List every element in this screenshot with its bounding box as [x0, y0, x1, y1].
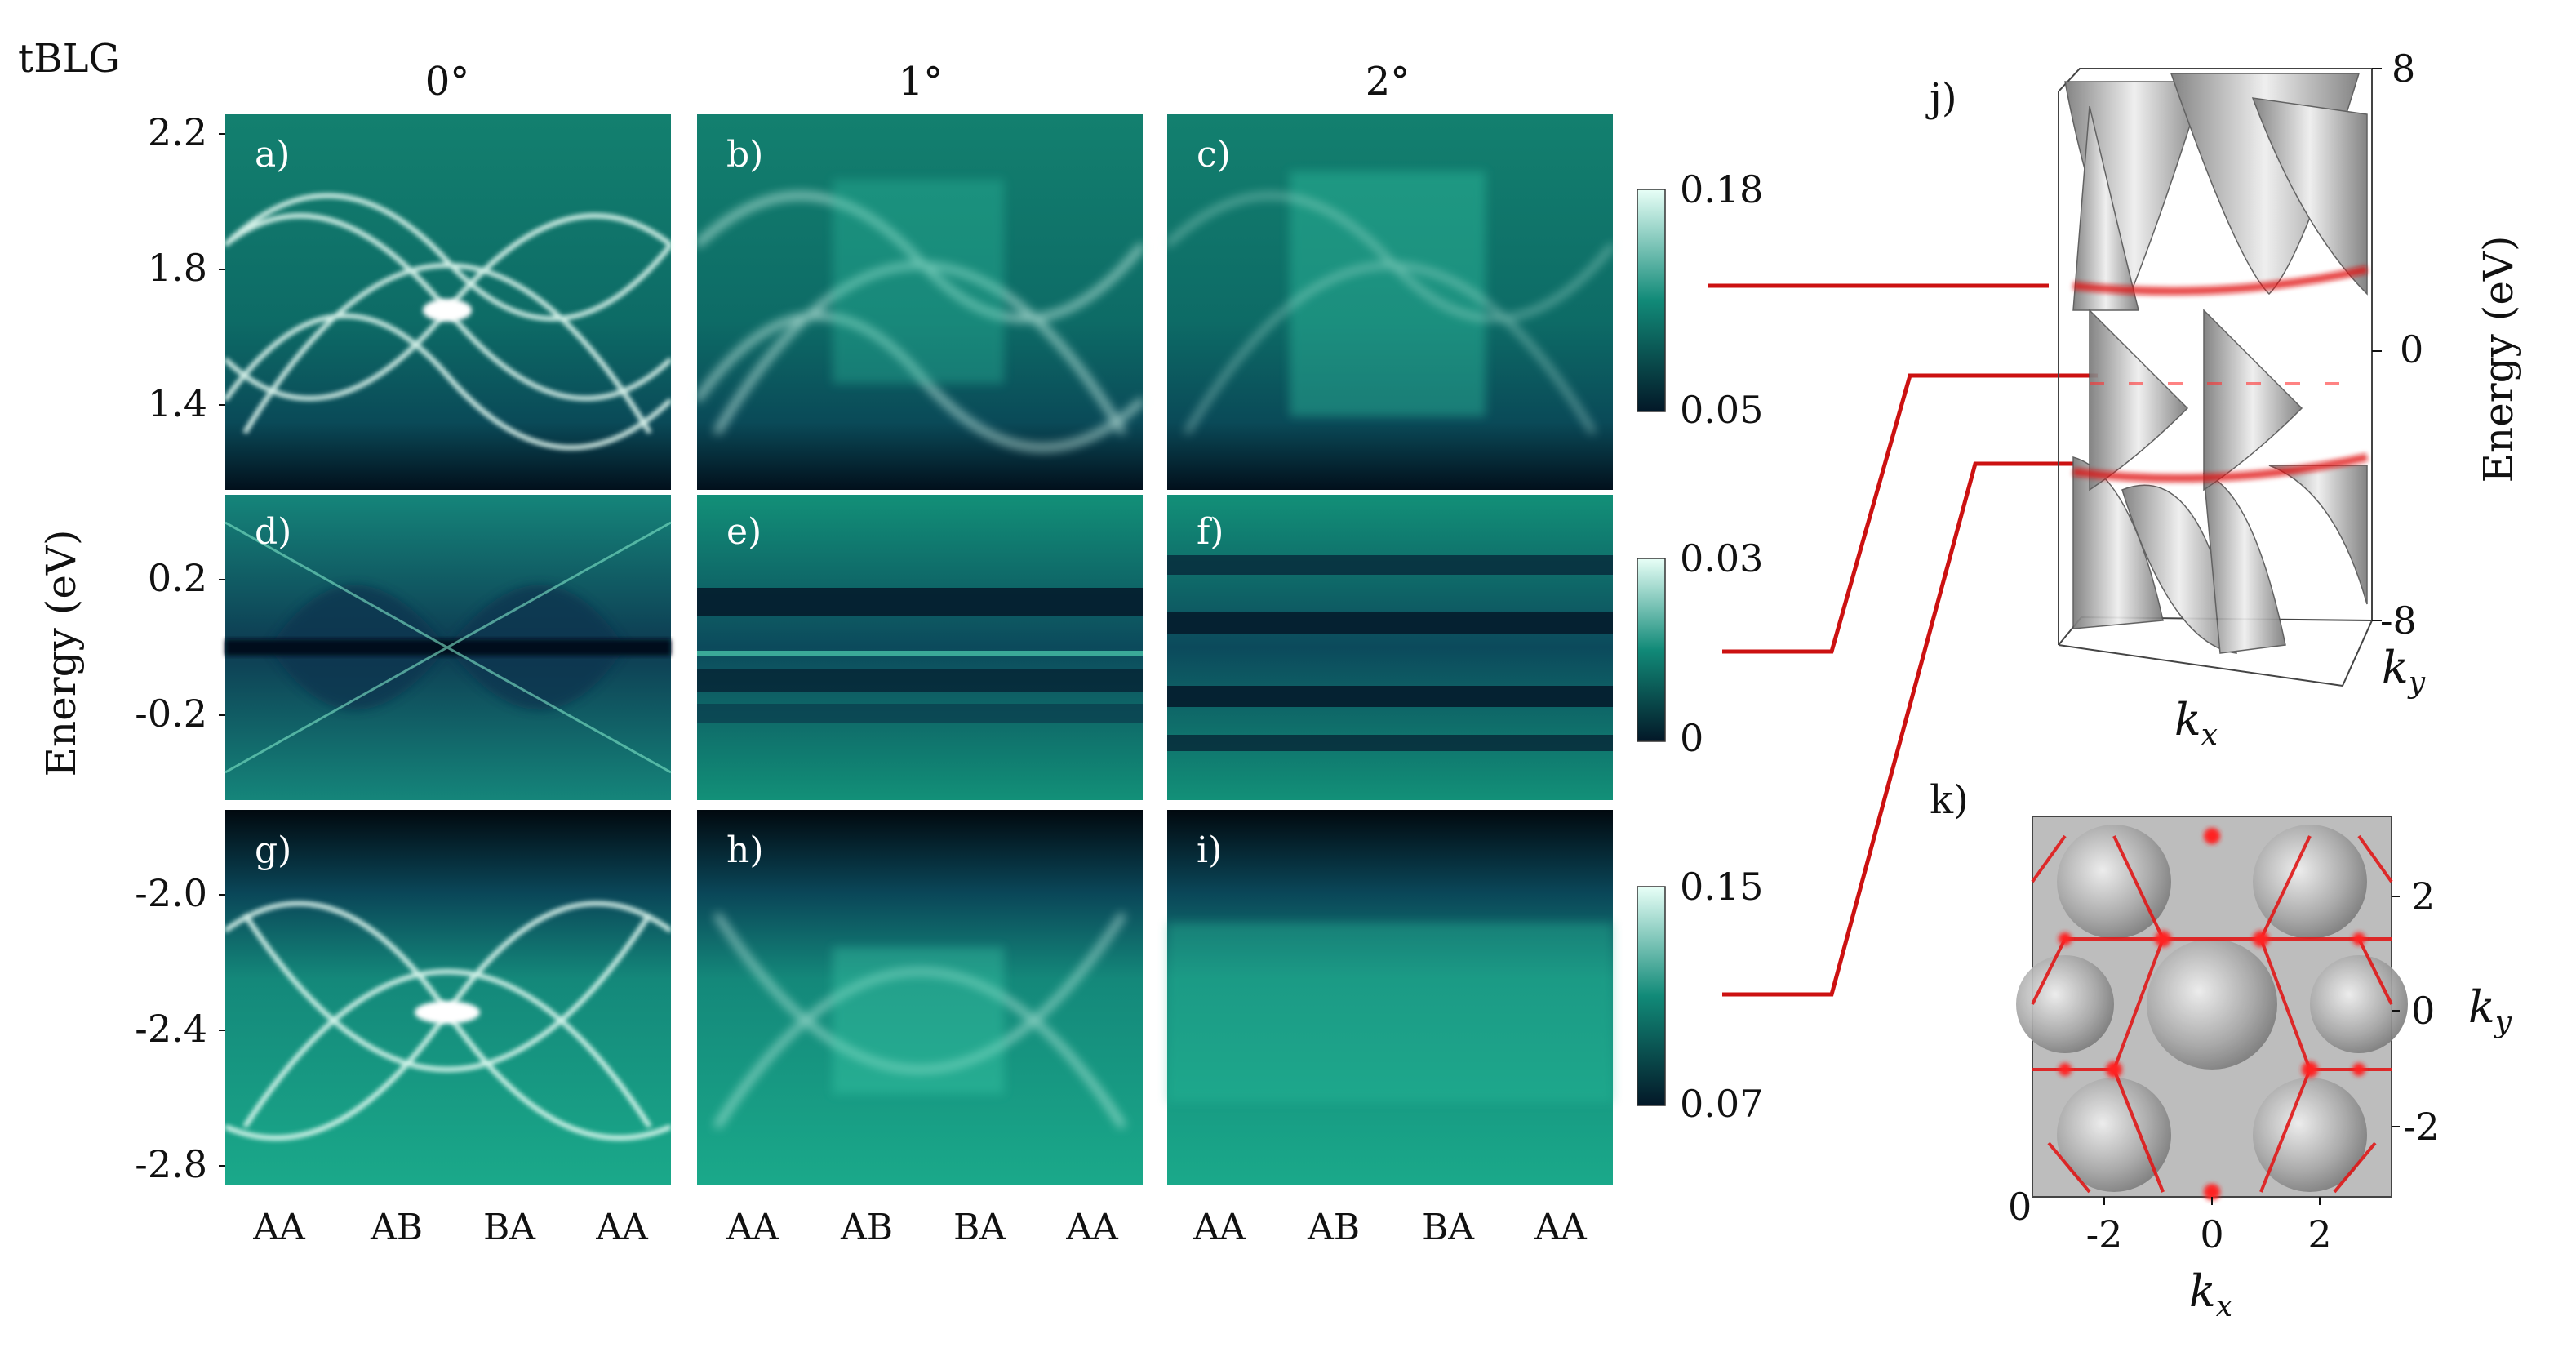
panel-k-origin-tick: 0	[2008, 1185, 2032, 1229]
panel-j-energy-label: Energy (eV)	[2475, 235, 2522, 483]
row1-ytick-1: 1.8	[148, 246, 207, 290]
colorbar-row2-min: 0	[1680, 716, 1703, 760]
row2-ytick-1: -0.2	[135, 692, 207, 736]
panel-k: k)	[1930, 777, 2512, 1323]
panel-label-b: b)	[726, 134, 763, 176]
panel-k-kx-label: kx	[2189, 1265, 2232, 1323]
panel-f: f)	[1167, 495, 1613, 800]
xtick-col2-2: BA	[1422, 1207, 1475, 1248]
xtick-col1-2: BA	[953, 1207, 1006, 1248]
y-axis-label: Energy (eV)	[38, 529, 85, 776]
colorbar-row3-min: 0.07	[1680, 1082, 1763, 1126]
row1-yticks	[219, 133, 225, 406]
colorbar-row2-max: 0.03	[1680, 536, 1763, 580]
panel-label-e: e)	[726, 511, 762, 553]
panel-j-ky-label: ky	[2382, 642, 2426, 700]
panel-label-c: c)	[1197, 134, 1231, 176]
panel-g: g)	[224, 810, 673, 1185]
panel-label-k: k)	[1930, 777, 1969, 823]
row2-yticks	[219, 579, 225, 716]
panel-c: c)	[1165, 114, 1615, 490]
xtick-col1-0: AA	[726, 1207, 779, 1248]
panel-d: d)	[224, 495, 672, 800]
panel-label-h: h)	[726, 829, 764, 871]
panel-label-f: f)	[1197, 511, 1224, 553]
panel-k-xtick-1: 0	[2200, 1212, 2223, 1256]
xtick-col0-3: AA	[595, 1207, 649, 1248]
xtick-col1-3: AA	[1065, 1207, 1119, 1248]
panel-j: j)	[1925, 47, 2522, 752]
xtick-col1-1: AB	[840, 1207, 893, 1248]
row3-ytick-1: -2.4	[135, 1007, 207, 1051]
column-heading-0: 0°	[425, 59, 470, 105]
colorbar-row1	[1637, 189, 1666, 412]
colorbar-row1-max: 0.18	[1680, 167, 1763, 211]
panel-label-i: i)	[1197, 829, 1222, 871]
panel-k-ytick-0: 2	[2411, 874, 2435, 918]
panel-b: b)	[694, 114, 1146, 490]
panel-a: a)	[223, 114, 673, 490]
xtick-col0-2: BA	[483, 1207, 536, 1248]
colorbar-row3-max: 0.15	[1680, 865, 1763, 909]
connector-lines	[1708, 283, 2098, 997]
xtick-col0-0: AA	[252, 1207, 306, 1248]
colorbar-row2	[1637, 558, 1666, 742]
xtick-col2-0: AA	[1193, 1207, 1246, 1248]
panel-k-ytick-2: -2	[2403, 1105, 2440, 1149]
xtick-col0-1: AB	[370, 1207, 423, 1248]
colorbar-row1-min: 0.05	[1680, 388, 1763, 432]
panel-k-ytick-1: 0	[2411, 989, 2435, 1033]
panel-k-xtick-0: -2	[2086, 1212, 2123, 1256]
panel-i: i)	[1167, 810, 1613, 1185]
column-heading-2: 2°	[1366, 59, 1410, 105]
panel-j-ztick-1: 0	[2400, 327, 2423, 371]
row2-ytick-0: 0.2	[148, 556, 207, 600]
xtick-col2-1: AB	[1307, 1207, 1360, 1248]
xtick-col2-3: AA	[1534, 1207, 1588, 1248]
colorbar-row3	[1637, 886, 1666, 1106]
row3-yticks	[219, 894, 225, 1167]
row1-ytick-2: 1.4	[148, 381, 207, 425]
panel-e: e)	[697, 495, 1143, 800]
system-label: tBLG	[18, 36, 120, 82]
panel-label-g: g)	[255, 829, 291, 871]
column-heading-1: 1°	[899, 59, 944, 105]
panel-j-ztick-0: 8	[2392, 47, 2415, 91]
panel-k-xtick-2: 2	[2307, 1212, 2331, 1256]
row3-ytick-0: -2.0	[135, 871, 207, 915]
panel-j-ztick-2: -8	[2380, 598, 2417, 643]
row3-ytick-2: -2.8	[135, 1142, 207, 1186]
panel-j-kx-label: kx	[2174, 694, 2218, 752]
panel-label-j: j)	[1925, 75, 1957, 121]
row1-ytick-0: 2.2	[148, 110, 207, 154]
panel-h: h)	[697, 810, 1143, 1185]
panel-label-a: a)	[255, 134, 290, 176]
panel-label-d: d)	[255, 511, 291, 553]
panel-k-ky-label: ky	[2468, 981, 2512, 1039]
